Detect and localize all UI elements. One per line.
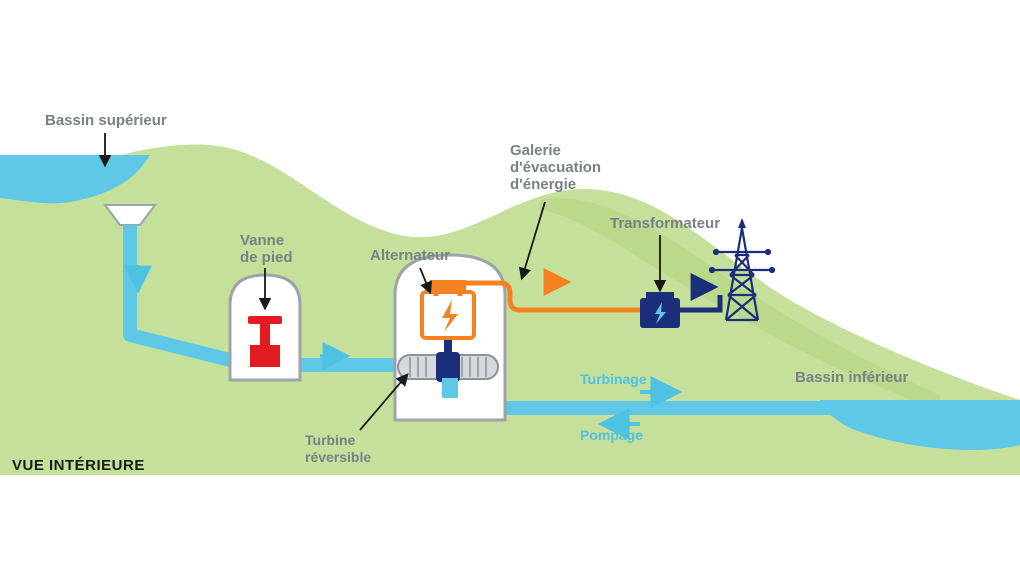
label-galerie-3: d'énergie	[510, 176, 576, 193]
label-vanne-2: de pied	[240, 249, 293, 266]
label-turbinage: Turbinage	[580, 371, 647, 387]
diagram-title: VUE INTÉRIEURE	[12, 457, 145, 474]
label-turbine-1: Turbine	[305, 432, 356, 448]
label-galerie-1: Galerie	[510, 142, 561, 159]
label-vanne-1: Vanne	[240, 232, 284, 249]
label-alternateur: Alternateur	[370, 247, 450, 264]
label-turbine-2: réversible	[305, 449, 371, 465]
label-transformateur: Transformateur	[610, 215, 720, 232]
label-bassin-inf: Bassin inférieur	[795, 369, 909, 386]
transformer	[640, 292, 680, 328]
label-pompage: Pompage	[580, 427, 643, 443]
label-galerie-2: d'évacuation	[510, 159, 601, 176]
label-bassin-sup: Bassin supérieur	[45, 112, 167, 129]
